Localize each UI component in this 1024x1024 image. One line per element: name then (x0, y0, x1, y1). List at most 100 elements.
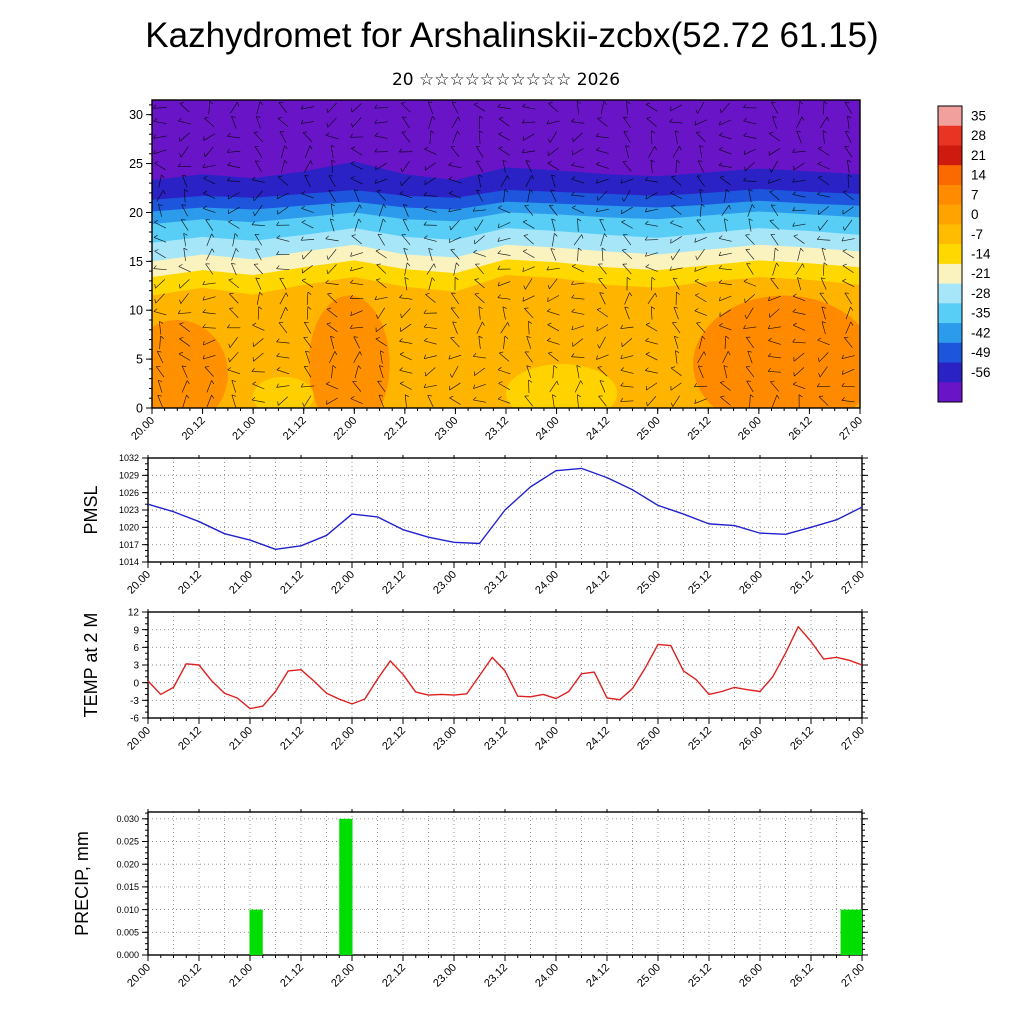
temp-y-tick-label: 6 (133, 643, 139, 654)
temp-y-tick-label: 9 (133, 625, 139, 636)
colorbar-label: -7 (971, 227, 983, 242)
cross-ticks (146, 104, 861, 414)
pmsl-x-tick-label: 21.00 (227, 569, 255, 597)
pmsl-y-tick-label: 1026 (119, 488, 139, 498)
y-axis-titles: PMSL TEMP at 2 M PRECIP, mm (72, 485, 101, 935)
cross-y-tick-label: 20 (129, 206, 143, 220)
cross-x-tick-label: 22.12 (382, 415, 410, 443)
precip-x-tick-label: 21.00 (227, 962, 255, 990)
precip-y-tick-label: 0.015 (116, 882, 139, 892)
page-title: Kazhydromet for Arshalinskii-zcbx(52.72 … (145, 16, 879, 55)
temp-x-tick-label: 23.00 (431, 725, 459, 753)
pmsl-x-tick-label: 27.00 (839, 569, 867, 597)
colorbar-label: 21 (971, 148, 986, 163)
colorbar-label: 0 (971, 207, 979, 222)
temp-y-tick-label: 3 (133, 661, 139, 672)
temp-x-tick-label: 21.00 (227, 725, 255, 753)
temp-x-tick-label: 24.12 (584, 725, 612, 753)
temperature-colorbar: 35 28 21 14 7 0 -7 -14 -21 -28 -35 -42 -49 -56 (937, 105, 991, 403)
precip-bar (249, 909, 263, 955)
pmsl-y-tick-label: 1032 (119, 453, 139, 463)
cross-x-tick-label: 23.00 (433, 415, 461, 443)
temp-x-tick-label: 20.00 (125, 725, 153, 753)
pmsl-y-tick-label: 1029 (119, 471, 139, 481)
pmsl-x-tick-label: 22.12 (380, 569, 408, 597)
pmsl-line (147, 467, 863, 550)
cross-y-tick-label: 25 (129, 157, 143, 171)
temp-x-tick-label: 23.12 (482, 725, 510, 753)
pmsl-x-tick-label: 22.00 (329, 569, 357, 597)
pmsl-x-tick-label: 20.00 (125, 569, 153, 597)
temp-y-tick-label: 12 (128, 608, 140, 619)
colorbar-label: -28 (971, 286, 991, 301)
temp-axis-title: TEMP at 2 M (81, 613, 101, 718)
cross-x-tick-label: 27.00 (837, 415, 865, 443)
pmsl-y-tick-label: 1020 (119, 523, 139, 533)
pmsl-series (147, 467, 863, 550)
precip-y-tick-label: 0.005 (116, 928, 139, 938)
colorbar-label: 14 (971, 168, 987, 183)
temperature-shading (152, 100, 860, 408)
cross-y-tick-label: 5 (136, 353, 143, 367)
precip-x-tick-label: 27.00 (839, 962, 867, 990)
cross-x-tick-label: 24.00 (534, 415, 562, 443)
precip-x-tick-label: 20.12 (176, 962, 204, 990)
colorbar-label: -49 (971, 345, 991, 360)
wind-barbs (153, 101, 855, 408)
precip-x-tick-label: 21.12 (278, 962, 306, 990)
temp-x-tick-label: 22.00 (329, 725, 357, 753)
precip-y-tick-label: 0.000 (116, 950, 139, 960)
colorbar-label: 28 (971, 128, 986, 143)
cross-x-tick-label: 26.12 (787, 415, 815, 443)
colorbar-label: -21 (971, 266, 991, 281)
temp-axes: -6 -3 0 3 6 9 12 20.00 20.12 21.00 21.12 22.00 22.12… (125, 608, 868, 753)
precip-x-tick-label: 23.00 (431, 962, 459, 990)
cross-x-tick-label: 22.00 (331, 415, 359, 443)
precip-bar (840, 909, 862, 955)
pmsl-x-tick-label: 21.12 (278, 569, 306, 597)
precip-x-tick-label: 25.00 (635, 962, 663, 990)
cross-y-tick-label: 15 (129, 255, 143, 269)
pmsl-x-tick-label: 20.12 (176, 569, 204, 597)
cross-y-tick-label: 10 (129, 304, 143, 318)
pmsl-axis-title: PMSL (81, 485, 101, 534)
temp-y-tick-label: 0 (133, 678, 139, 689)
temp-line (147, 626, 863, 710)
precip-series (249, 818, 862, 955)
temp-x-tick-label: 27.00 (839, 725, 867, 753)
pmsl-y-tick-label: 1017 (119, 540, 139, 550)
temp-series (147, 626, 863, 710)
cross-y-tick-label: 30 (129, 108, 143, 122)
precip-y-tick-label: 0.020 (116, 859, 139, 869)
cross-x-tick-label: 21.12 (281, 415, 309, 443)
temp-x-tick-label: 26.00 (737, 725, 765, 753)
precip-x-tick-label: 22.00 (329, 962, 357, 990)
temp-x-tick-label: 25.00 (635, 725, 663, 753)
temp-x-tick-label: 26.12 (788, 725, 816, 753)
cross-x-tick-label: 21.00 (230, 415, 258, 443)
temp-gridlines (148, 612, 862, 718)
cross-y-tick-label: 0 (136, 402, 143, 416)
precip-x-tick-label: 25.12 (686, 962, 714, 990)
colorbar-label: -35 (971, 306, 991, 321)
precip-x-tick-label: 24.00 (533, 962, 561, 990)
precip-x-tick-label: 20.00 (125, 962, 153, 990)
precip-axis-title: PRECIP, mm (72, 831, 92, 936)
cross-x-tick-label: 25.00 (635, 415, 663, 443)
pmsl-x-tick-label: 26.12 (788, 569, 816, 597)
colorbar-label: -56 (971, 365, 991, 380)
precip-x-tick-label: 22.12 (380, 962, 408, 990)
temp-ticks (142, 609, 868, 724)
cross-x-tick-label: 25.12 (685, 415, 713, 443)
cross-x-tick-label: 23.12 (483, 415, 511, 443)
cross-x-tick-label: 26.00 (736, 415, 764, 443)
pmsl-x-tick-label: 25.12 (686, 569, 714, 597)
colorbar-label: -14 (971, 247, 991, 262)
pmsl-x-tick-label: 23.12 (482, 569, 510, 597)
temp-y-tick-label: -3 (130, 696, 139, 707)
colorbar-label: 35 (971, 108, 986, 123)
pmsl-y-tick-label: 1023 (119, 505, 139, 515)
precip-x-tick-label: 23.12 (482, 962, 510, 990)
colorbar-label: 7 (971, 187, 979, 202)
